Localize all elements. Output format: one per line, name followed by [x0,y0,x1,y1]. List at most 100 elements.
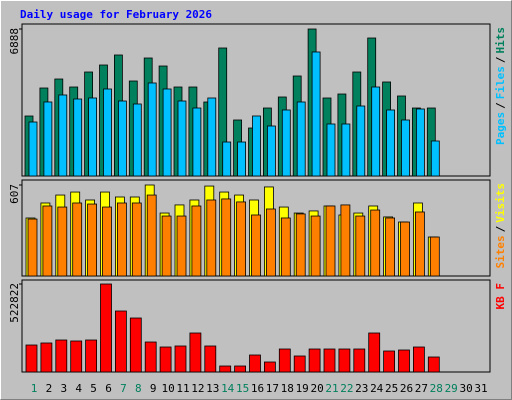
bar [310,215,321,277]
legend: Sites / Visits [494,183,507,269]
legend-entry: Visits [494,183,507,223]
bar [40,342,53,373]
x-tick-label: 23 [355,382,368,395]
bar [429,236,440,277]
bar [159,346,172,373]
bar [266,125,276,177]
bar [85,339,97,373]
bar [251,214,261,277]
bar [326,123,336,177]
bar [293,355,306,373]
x-tick-label: 4 [75,382,82,395]
legend-entry: KB F [494,283,507,310]
bar [177,100,187,177]
x-tick-label: 19 [296,382,309,395]
bar [103,88,112,177]
x-tick-label: 24 [370,382,384,395]
x-tick-label: 8 [135,382,142,395]
bar [370,209,381,277]
bar [204,345,217,373]
bar [162,88,172,177]
bar [355,215,366,277]
bar [58,94,68,177]
bar [385,217,396,277]
legend-separator: / [494,56,507,63]
bar [55,339,68,373]
bar [25,344,38,373]
x-tick-label: 16 [251,382,264,395]
bar [174,345,187,373]
x-tick-label: 21 [325,382,338,395]
bar [57,206,68,277]
x-tick-label: 11 [176,382,189,395]
x-tick-label: 3 [60,382,67,395]
bar [192,107,202,177]
bar [161,215,172,277]
bar [73,98,83,177]
bar [371,86,381,177]
bar [412,346,425,373]
bar [265,208,276,277]
bar [42,205,53,277]
bar [353,348,366,373]
bar [222,141,232,177]
bar [189,332,202,373]
x-tick-label: 2 [46,382,53,395]
legend-separator: / [494,225,507,232]
legend-entry: Sites [494,235,507,268]
bar [278,348,291,373]
x-tick-label: 5 [90,382,97,395]
bar [341,123,351,177]
x-tick-label: 9 [150,382,157,395]
chart-title: Daily usage for February 2026 [20,8,212,21]
bar [219,365,232,373]
x-tick-label: 6 [105,382,112,395]
y-tick-label: 607 [8,184,21,204]
bar [206,199,217,277]
bar [147,82,157,177]
bar [263,361,276,373]
bar [427,356,440,373]
y-tick-label: 6888 [8,28,21,55]
x-tick-label: 10 [161,382,174,395]
legend-entry: Pages [494,112,507,145]
x-tick-label: 27 [415,382,428,395]
bar [281,109,291,177]
bar [100,283,112,373]
legend-entry: Hits [494,27,507,54]
legend-entry: Files [494,66,507,99]
bar [311,51,321,177]
bar [237,141,247,177]
bar [295,213,306,277]
bar [386,109,396,177]
x-tick-label: 17 [266,382,279,395]
bar [296,101,306,177]
bar [414,211,425,277]
bar [368,332,381,373]
x-tick-label: 26 [400,382,413,395]
bar [129,317,142,373]
bar [28,121,38,177]
bar [280,217,291,277]
bar [146,194,157,277]
bar [430,140,440,177]
bar [176,215,187,277]
bar [144,341,157,373]
x-tick-label: 20 [310,382,323,395]
bar [43,101,53,177]
bar [398,349,410,373]
x-tick-label: 29 [445,382,458,395]
bar [249,354,261,373]
bar [115,310,127,373]
x-tick-label: 28 [430,382,443,395]
bar [131,202,142,277]
bar [118,100,127,177]
bar [234,365,247,373]
x-tick-label: 12 [191,382,204,395]
x-tick-label: 15 [236,382,249,395]
bar [338,348,351,373]
bar [70,340,83,373]
legend: Pages / Files / Hits [494,27,507,145]
bar [27,218,38,277]
